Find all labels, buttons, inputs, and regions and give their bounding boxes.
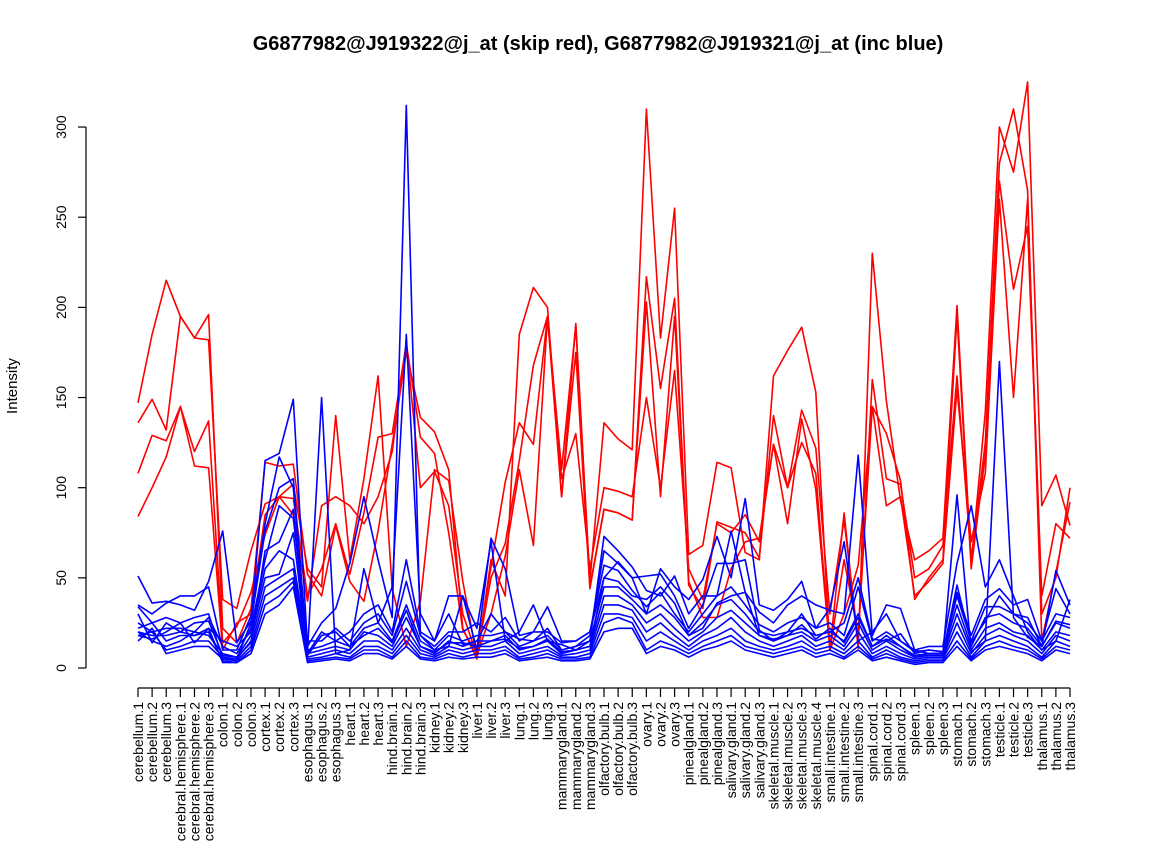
series-line-inc-11 — [137, 567, 1071, 660]
x-tick-label: skeletal.muscle.1 — [765, 702, 781, 810]
x-tick-label: skeletal.muscle.3 — [794, 702, 810, 810]
x-tick-label: salivary.gland.2 — [737, 702, 753, 798]
x-tick-label: small.intestine.2 — [836, 702, 852, 803]
y-tick-label: 100 — [53, 476, 69, 500]
x-tick-label: spleen.1 — [907, 702, 923, 755]
x-tick-label: colon.2 — [229, 702, 245, 747]
x-tick-label: thalamus.2 — [1048, 702, 1064, 771]
x-tick-label: mammarygland.1 — [554, 702, 570, 810]
x-tick-label: salivary.gland.1 — [723, 702, 739, 798]
x-tick-label: ovary.2 — [652, 702, 668, 747]
x-tick-label: cerebellum.1 — [130, 702, 146, 782]
x-tick-label: stomach.2 — [963, 702, 979, 767]
series-lines — [137, 81, 1071, 666]
x-tick-label: spleen.3 — [935, 702, 951, 755]
x-tick-label: lung.1 — [511, 702, 527, 740]
x-tick-label: small.intestine.3 — [850, 702, 866, 803]
y-tick-label: 0 — [53, 664, 69, 672]
x-tick-label: skeletal.muscle.2 — [780, 702, 796, 810]
x-tick-label: cortex.1 — [257, 702, 273, 752]
x-tick-label: spinal.cord.2 — [878, 702, 894, 782]
x-tick-label: colon.3 — [243, 702, 259, 747]
x-tick-label: heart.3 — [370, 702, 386, 746]
x-tick-label: liver.1 — [469, 702, 485, 739]
x-tick-label: esophagus.2 — [314, 702, 330, 782]
chart-title: G6877982@J919322@j_at (skip red), G68779… — [253, 33, 944, 55]
x-tick-label: spinal.cord.3 — [893, 702, 909, 782]
x-tick-label: small.intestine.1 — [822, 702, 838, 803]
y-tick-label: 150 — [53, 386, 69, 410]
x-tick-label: kidney.3 — [455, 702, 471, 753]
x-tick-label: pinealgland.3 — [709, 702, 725, 786]
series-line-inc-7 — [137, 477, 1071, 660]
x-tick-label: pinealgland.2 — [695, 702, 711, 786]
x-tick-label: mammarygland.2 — [568, 702, 584, 810]
y-tick-label: 250 — [53, 205, 69, 229]
y-axis-label: Intensity — [4, 358, 21, 414]
x-tick-label: mammarygland.3 — [582, 702, 598, 810]
series-line-inc-5 — [137, 104, 1071, 655]
series-line-inc-14 — [137, 586, 1071, 666]
x-tick-label: cerebellum.3 — [158, 702, 174, 782]
series-line-skip-1 — [137, 81, 1071, 660]
x-tick-label: liver.2 — [483, 702, 499, 739]
x-tick-label: stomach.1 — [949, 702, 965, 767]
x-tick-label: cerebral.hemisphere.3 — [201, 702, 217, 842]
x-tick-label: liver.3 — [497, 702, 513, 739]
x-tick-label: spleen.2 — [921, 702, 937, 755]
x-tick-label: hind.brain.1 — [384, 702, 400, 775]
x-tick-label: hind.brain.2 — [398, 702, 414, 775]
x-tick-label: stomach.3 — [977, 702, 993, 767]
series-line-inc-12 — [137, 576, 1071, 662]
y-tick-label: 300 — [53, 115, 69, 139]
series-line-skip-4 — [137, 180, 1071, 657]
x-tick-label: cerebral.hemisphere.1 — [172, 702, 188, 842]
x-tick-label: esophagus.3 — [328, 702, 344, 782]
x-tick-label: esophagus.1 — [299, 702, 315, 782]
series-line-inc-15 — [137, 508, 1071, 659]
x-tick-label: ovary.3 — [667, 702, 683, 747]
x-tick-label: lung.3 — [540, 702, 556, 740]
y-tick-label: 200 — [53, 295, 69, 319]
x-tick-label: cerebral.hemisphere.2 — [186, 702, 202, 842]
x-tick-label: colon.1 — [215, 702, 231, 747]
x-tick-label: testicle.3 — [1020, 702, 1036, 757]
series-line-inc-8 — [137, 504, 1071, 655]
y-tick-label: 50 — [53, 570, 69, 586]
x-tick-label: cortex.3 — [285, 702, 301, 752]
x-tick-label: testicle.2 — [1006, 702, 1022, 757]
x-tick-label: olfactory.bulb.2 — [610, 702, 626, 796]
x-tick-label: kidney.1 — [427, 702, 443, 753]
x-tick-label: salivary.gland.3 — [751, 702, 767, 798]
x-tick-label: thalamus.1 — [1034, 702, 1050, 771]
x-tick-label: olfactory.bulb.3 — [624, 702, 640, 796]
x-tick-label: lung.2 — [525, 702, 541, 740]
x-tick-label: ovary.1 — [638, 702, 654, 747]
series-line-inc-9 — [137, 549, 1071, 657]
x-tick-label: thalamus.3 — [1062, 702, 1078, 771]
x-tick-label: hind.brain.3 — [412, 702, 428, 775]
x-tick-label: skeletal.muscle.4 — [808, 702, 824, 810]
y-axis: 0 50 100 150 200 250 300 — [53, 115, 87, 672]
x-tick-label: heart.2 — [356, 702, 372, 746]
x-tick-label: kidney.2 — [441, 702, 457, 753]
x-tick-label: olfactory.bulb.1 — [596, 702, 612, 796]
series-line-inc-13 — [137, 580, 1071, 664]
x-tick-label: cortex.2 — [271, 702, 287, 752]
x-axis: cerebellum.1cerebellum.2cerebellum.3cere… — [130, 687, 1078, 842]
x-tick-label: pinealgland.1 — [681, 702, 697, 786]
x-tick-label: cerebellum.2 — [144, 702, 160, 782]
x-tick-label: spinal.cord.1 — [864, 702, 880, 782]
x-tick-label: heart.1 — [342, 702, 358, 746]
x-tick-label: testicle.1 — [991, 702, 1007, 757]
